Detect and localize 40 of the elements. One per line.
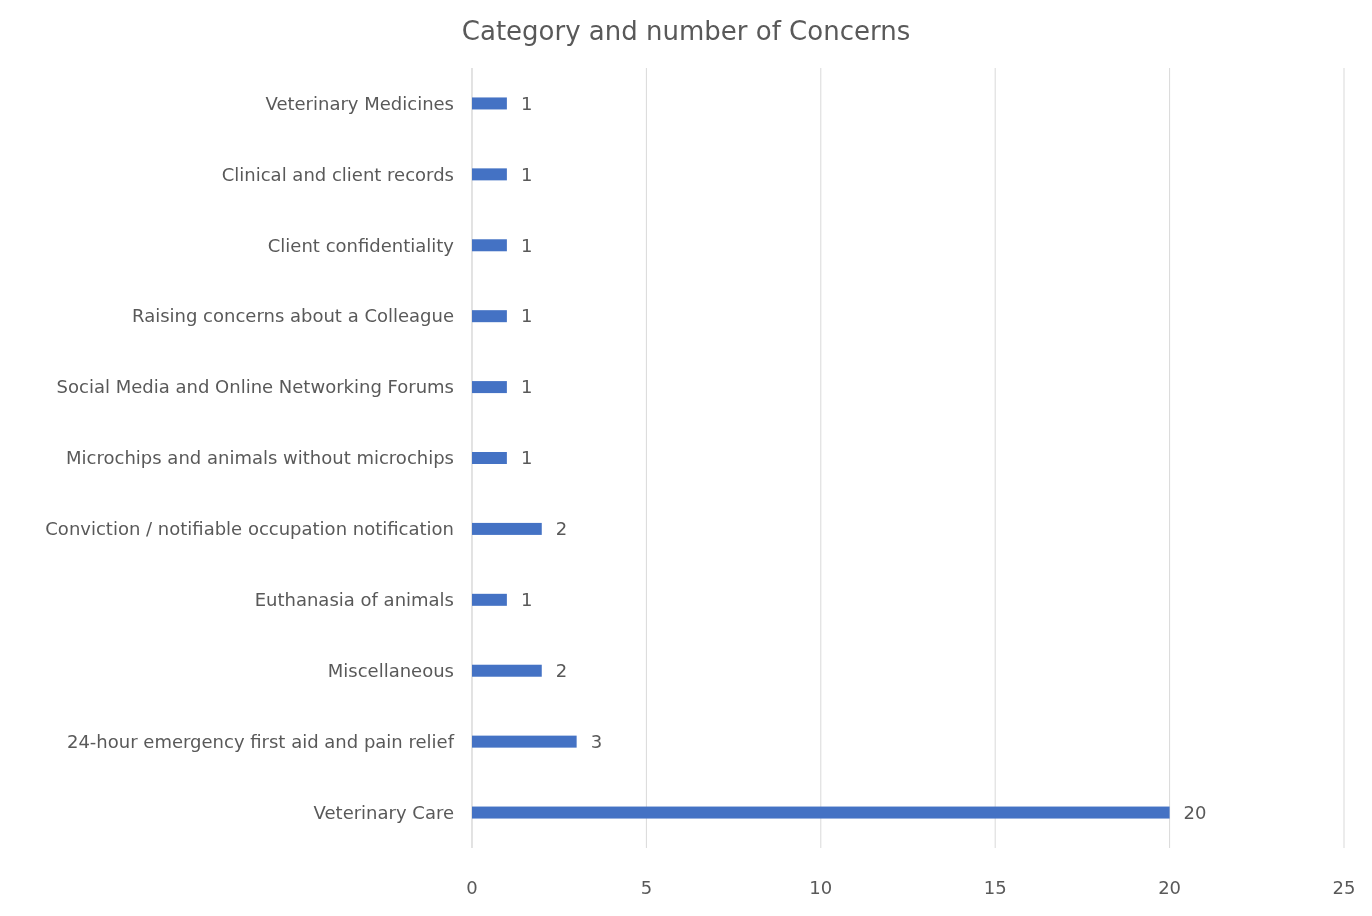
data-label: 3 bbox=[590, 730, 603, 752]
bar bbox=[472, 735, 577, 748]
y-tick-label: Veterinary Medicines bbox=[265, 92, 454, 114]
x-tick-label: 0 bbox=[466, 877, 478, 898]
bar bbox=[472, 381, 507, 394]
y-tick-label: Clinical and client records bbox=[221, 163, 454, 185]
y-tick-label: Client confidentiality bbox=[267, 234, 455, 256]
bar bbox=[472, 97, 507, 110]
data-label: 1 bbox=[520, 163, 533, 185]
x-tick-label: 15 bbox=[983, 877, 1007, 898]
data-label: 1 bbox=[520, 589, 533, 611]
data-label: 1 bbox=[520, 305, 533, 327]
bar bbox=[472, 806, 1170, 819]
bar bbox=[472, 239, 507, 252]
y-tick-label: 24-hour emergency first aid and pain relief bbox=[66, 730, 455, 752]
data-label: 2 bbox=[555, 518, 568, 540]
data-label: 1 bbox=[520, 447, 533, 469]
data-label: 20 bbox=[1183, 801, 1207, 823]
data-label: 2 bbox=[555, 660, 568, 682]
bar bbox=[472, 452, 507, 464]
x-tick-label: 5 bbox=[640, 877, 653, 898]
data-label: 1 bbox=[520, 92, 533, 114]
y-tick-label: Euthanasia of animals bbox=[254, 589, 454, 611]
x-tick-label: 25 bbox=[1332, 877, 1356, 898]
chart-title: Category and number of Concerns bbox=[461, 16, 911, 46]
x-tick-label: 20 bbox=[1158, 877, 1182, 898]
y-tick-label: Miscellaneous bbox=[327, 660, 454, 682]
y-tick-label: Conviction / notifiable occupation notification bbox=[45, 518, 454, 540]
y-tick-label: Social Media and Online Networking Forums bbox=[56, 376, 454, 398]
bar bbox=[472, 522, 542, 535]
bar bbox=[472, 168, 507, 181]
bar bbox=[472, 664, 542, 677]
data-label: 1 bbox=[520, 234, 533, 256]
bar bbox=[472, 593, 507, 606]
bar bbox=[472, 310, 507, 323]
y-tick-label: Veterinary Care bbox=[313, 801, 454, 823]
y-tick-label: Microchips and animals without microchips bbox=[66, 447, 454, 469]
y-tick-label: Raising concerns about a Colleague bbox=[132, 305, 454, 327]
x-tick-label: 10 bbox=[809, 877, 833, 898]
data-label: 1 bbox=[520, 376, 533, 398]
